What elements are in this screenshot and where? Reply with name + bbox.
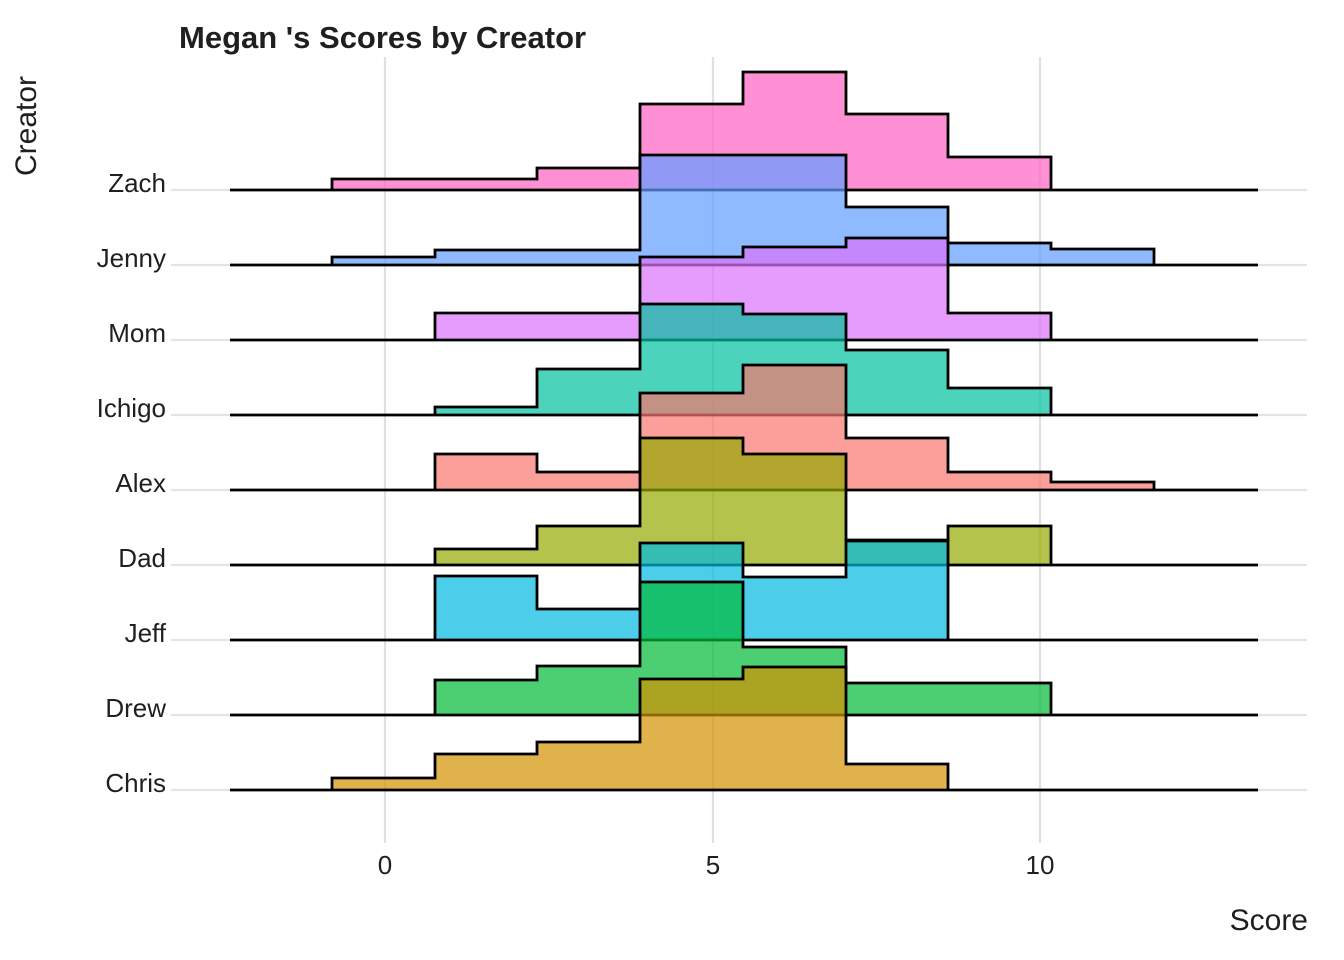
- ridge-zach: [230, 70, 1258, 192]
- x-tick-label-10: 10: [1026, 850, 1055, 880]
- y-tick-label-jenny: Jenny: [97, 243, 166, 273]
- y-tick-label-chris: Chris: [105, 768, 166, 798]
- y-tick-label-alex: Alex: [115, 468, 166, 498]
- ridge-drew: [230, 580, 1258, 717]
- y-axis-title: Creator: [10, 76, 43, 176]
- ridge-dad: [230, 436, 1258, 567]
- y-tick-label-ichigo: Ichigo: [97, 393, 166, 423]
- chart-title: Megan 's Scores by Creator: [179, 20, 586, 55]
- ridge-mom: [230, 236, 1258, 342]
- y-tick-label-dad: Dad: [118, 543, 166, 573]
- y-tick-label-drew: Drew: [105, 693, 166, 723]
- x-tick-labels: 0 5 10: [378, 850, 1055, 880]
- y-tick-labels: Zach Jenny Mom Ichigo Alex Dad Jeff Drew Chris: [97, 168, 167, 798]
- ridge-chris: [230, 665, 1258, 792]
- y-tick-label-zach: Zach: [108, 168, 166, 198]
- x-tick-label-5: 5: [706, 850, 720, 880]
- ridge-jenny: [230, 153, 1258, 267]
- ridge-alex: [230, 363, 1258, 492]
- ridge-ichigo: [230, 302, 1258, 417]
- y-tick-label-mom: Mom: [108, 318, 166, 348]
- x-axis-title: Score: [1230, 904, 1308, 937]
- y-tick-label-jeff: Jeff: [125, 618, 167, 648]
- x-tick-label-0: 0: [378, 850, 392, 880]
- ridge-areas: [230, 70, 1258, 792]
